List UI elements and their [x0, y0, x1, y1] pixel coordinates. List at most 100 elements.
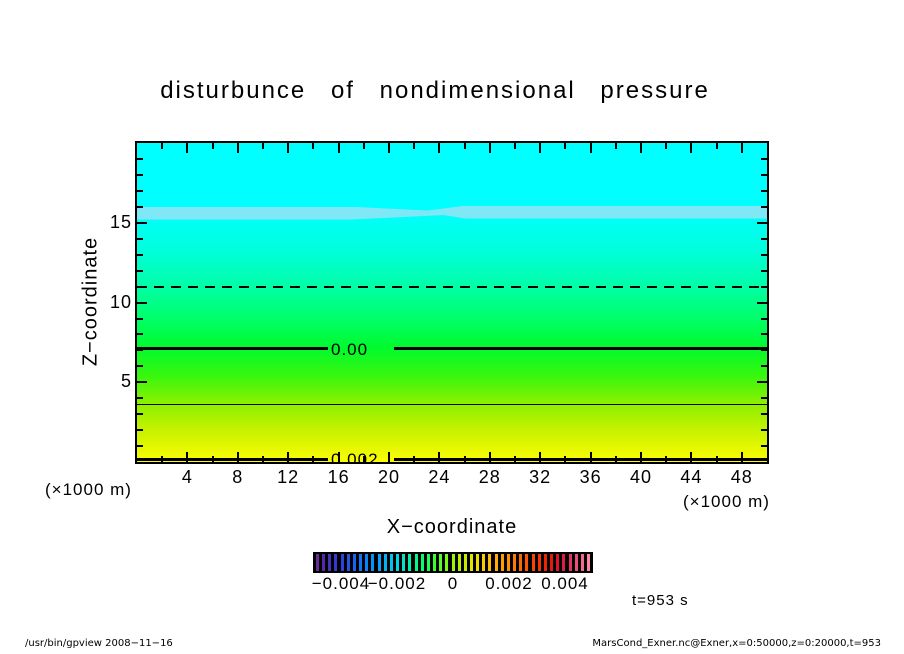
- x-tick-label: 32: [529, 467, 552, 487]
- colorbar-strip: [550, 554, 554, 571]
- time-annotation: t=953 s: [632, 592, 689, 609]
- axis-tick: [438, 143, 441, 153]
- colorbar-strip: [408, 554, 412, 571]
- colorbar-strip: [562, 554, 566, 571]
- axis-tick: [589, 143, 592, 153]
- x-tick-label: 40: [629, 467, 653, 487]
- axis-tick: [640, 143, 642, 153]
- axis-tick: [539, 143, 542, 153]
- axis-tick: [137, 253, 143, 256]
- colorbar-strip: [396, 554, 400, 571]
- contour-label: 0.002: [331, 450, 379, 462]
- axis-tick: [761, 445, 767, 448]
- colorbar-strip: [531, 554, 535, 571]
- colorbar-label: −0.002: [367, 574, 427, 593]
- colorbar-label: 0: [447, 574, 459, 593]
- axis-tick: [137, 365, 143, 368]
- axis-tick: [715, 456, 718, 462]
- colorbar-strip: [389, 554, 393, 571]
- colorbar-strip: [506, 554, 510, 571]
- x-tick-label: 4: [181, 467, 193, 487]
- y-tick-label: 5: [120, 371, 132, 392]
- axis-tick: [761, 157, 767, 160]
- axis-tick: [362, 456, 365, 462]
- axis-tick: [137, 397, 143, 400]
- colorbar-strip: [340, 554, 344, 571]
- axis-tick: [514, 456, 516, 462]
- axis-tick: [388, 452, 390, 462]
- axis-tick: [137, 189, 143, 192]
- axis-tick: [564, 143, 567, 149]
- axis-tick: [740, 452, 743, 462]
- axis-tick: [186, 143, 189, 153]
- axis-tick: [236, 143, 239, 153]
- x-axis-title: X−coordinate: [386, 516, 518, 538]
- colorbar-strip: [457, 554, 461, 571]
- colorbar-strip: [383, 554, 387, 571]
- colorbar-strip: [543, 554, 547, 571]
- x-tick-label: 48: [730, 467, 753, 487]
- axis-tick: [137, 349, 143, 352]
- y-axis-unit-label: (×1000 m): [45, 480, 132, 499]
- colorbar-strip: [334, 554, 338, 571]
- colorbar-strip: [519, 554, 523, 571]
- axis-tick: [761, 173, 767, 176]
- axis-tick: [761, 413, 767, 416]
- colorbar-strip: [328, 554, 332, 571]
- colorbar-strip: [316, 554, 319, 571]
- colorbar-strip: [346, 554, 350, 571]
- axis-tick: [137, 333, 143, 336]
- axis-tick: [564, 456, 567, 462]
- colorbar: [313, 552, 593, 573]
- axis-tick: [761, 317, 767, 320]
- axis-tick: [488, 143, 491, 153]
- x-tick-label: 16: [327, 467, 350, 487]
- axis-tick: [137, 381, 147, 384]
- axis-tick: [665, 456, 668, 462]
- axis-tick: [589, 452, 592, 462]
- axis-tick: [690, 452, 693, 462]
- colorbar-strip: [513, 554, 517, 571]
- axis-tick: [413, 143, 416, 149]
- colorbar-strip: [500, 554, 504, 571]
- colorbar-label: 0.004: [541, 574, 589, 593]
- light-cyan-band-left: [137, 206, 482, 220]
- colorbar-strip: [556, 554, 560, 571]
- axis-tick: [614, 456, 617, 462]
- axis-tick: [761, 237, 767, 240]
- axis-tick: [137, 221, 147, 224]
- axis-tick: [539, 452, 542, 462]
- colorbar-strip: [322, 554, 326, 571]
- axis-tick: [137, 285, 143, 288]
- axis-tick: [137, 429, 143, 432]
- colorbar-strip: [525, 554, 529, 571]
- axis-tick: [337, 143, 340, 153]
- colorbar-strip: [426, 554, 430, 571]
- colorbar-strip: [352, 554, 356, 571]
- axis-tick: [740, 143, 743, 153]
- colorbar-strip: [414, 554, 418, 571]
- contour-line-thick: [394, 457, 767, 461]
- axis-tick: [211, 143, 214, 149]
- y-axis-tick-labels: 5 10 15: [84, 141, 132, 460]
- axis-tick: [690, 143, 693, 153]
- colorbar-strip: [580, 554, 584, 571]
- colorbar-strip: [359, 554, 363, 571]
- colorbar-strip: [537, 554, 541, 571]
- axis-tick: [287, 143, 290, 153]
- axis-tick: [337, 452, 340, 462]
- axis-tick: [388, 143, 390, 153]
- axis-tick: [137, 173, 143, 176]
- axis-tick: [614, 143, 617, 149]
- colorbar-strip: [451, 554, 455, 571]
- plot-area: 0.00 0.002: [135, 141, 769, 464]
- axis-tick: [757, 301, 767, 304]
- contour-label: 0.00: [331, 339, 369, 359]
- axis-tick: [137, 413, 143, 416]
- colorbar-strip: [402, 554, 406, 571]
- colorbar-label: −0.004: [311, 574, 371, 593]
- contour-line-dashed: [137, 285, 767, 288]
- x-tick-label: 12: [277, 467, 300, 487]
- axis-tick: [161, 143, 164, 149]
